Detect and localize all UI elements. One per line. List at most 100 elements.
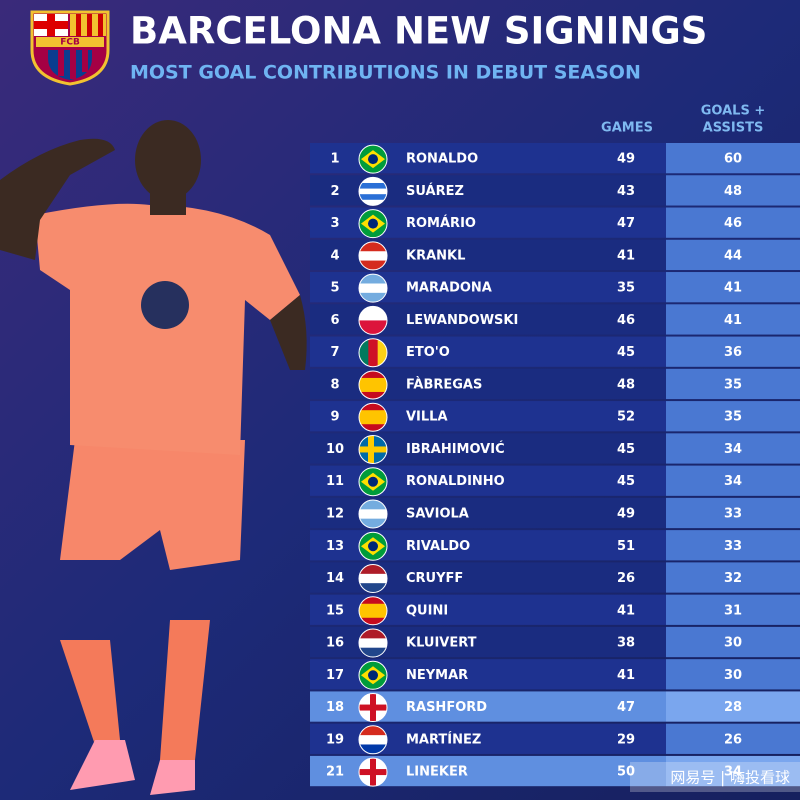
row-highlight-cell [666,723,800,754]
goal-contributions: 30 [724,636,742,651]
flag-part [359,638,387,649]
flag [358,370,388,400]
games: 46 [617,313,635,328]
goal-contributions: 31 [724,603,742,618]
flag [358,434,388,464]
flag-part [359,610,387,619]
games: 51 [617,539,635,554]
games: 49 [617,152,635,167]
row-highlight-cell [666,594,800,625]
flag-border [358,628,388,658]
flag-part [359,338,369,367]
games: 29 [617,732,635,747]
flag-body [359,629,387,658]
player-name: FÀBREGAS [406,376,482,392]
flag-body [359,435,387,464]
flag [358,660,388,690]
player-name: ETO'O [406,345,450,360]
column-header: GOALS + [701,104,766,119]
flag [358,757,388,787]
player-name: CRUYFF [406,571,463,586]
flag-body [359,499,387,528]
goal-contributions: 35 [724,410,742,425]
rank: 7 [330,345,339,360]
watermark: 网易号 | 嗨投看球 [670,769,790,787]
rank: 21 [326,765,344,780]
games: 52 [617,410,635,425]
flag-part [368,338,379,367]
row-highlight-cell [666,368,800,400]
flag-border [358,531,388,561]
row-highlight-cell [666,143,800,174]
flag-body [359,661,387,690]
flag-border [358,176,388,206]
flag-part [368,154,378,165]
player-name: VILLA [406,410,448,425]
player-name: KRANKL [406,248,465,263]
crest-text: FCB [60,38,80,48]
flag [358,499,388,529]
flag-part [359,725,387,736]
flag-part [359,573,387,584]
flag [358,209,388,239]
rank: 17 [326,668,344,683]
games: 35 [617,281,635,296]
flag-part [368,218,378,229]
flag-border [358,402,388,432]
rank: 1 [330,152,339,167]
rank: 16 [326,636,344,651]
rank: 5 [330,281,339,296]
flag-part [359,647,387,658]
flag-part [368,541,378,552]
flag-part [359,518,387,528]
games: 45 [617,345,635,360]
flag-body [359,596,387,625]
row-highlight-cell [666,562,800,593]
flag-part [359,188,387,195]
player [0,120,307,795]
row-highlight-cell [666,175,800,206]
goal-contributions: 32 [724,571,742,586]
watermark-bg [630,762,800,792]
games: 41 [617,248,635,263]
player-name: RASHFORD [406,700,487,715]
flag [358,144,388,174]
flag [358,338,388,368]
flag-body [359,758,387,787]
subtitle: MOST GOAL CONTRIBUTIONS IN DEBUT SEASON [130,62,641,84]
games: 43 [617,184,635,199]
goal-contributions: 34 [724,765,742,780]
flag [358,596,388,626]
flag-part [359,735,387,745]
flag-border [358,209,388,239]
flag [358,725,388,755]
flag-body [359,274,387,303]
player-name: MARTÍNEZ [406,731,481,747]
flag-part [370,758,376,787]
flag-part [359,320,387,335]
flag-border [358,338,388,368]
player-name: IBRAHIMOVIĆ [406,441,505,457]
games: 47 [617,700,635,715]
crest: FCB [30,10,110,86]
rank: 10 [326,442,344,457]
flag [358,402,388,432]
flag-part [359,241,387,252]
flag-body [359,241,387,270]
flag-part [359,251,387,262]
flag-part [359,182,387,190]
flag-border [358,596,388,626]
flag-part [359,424,387,432]
flag-border [358,370,388,400]
flag-part [359,499,387,510]
row-highlight-cell [666,207,800,238]
row-highlight-cell [666,433,800,464]
flag-body [359,306,387,335]
flag-part [359,283,387,294]
flag-part [359,403,387,411]
games: 45 [617,442,635,457]
games: 41 [617,603,635,618]
row-highlight-cell [666,465,800,496]
flag-body [359,403,387,432]
games: 49 [617,506,635,521]
